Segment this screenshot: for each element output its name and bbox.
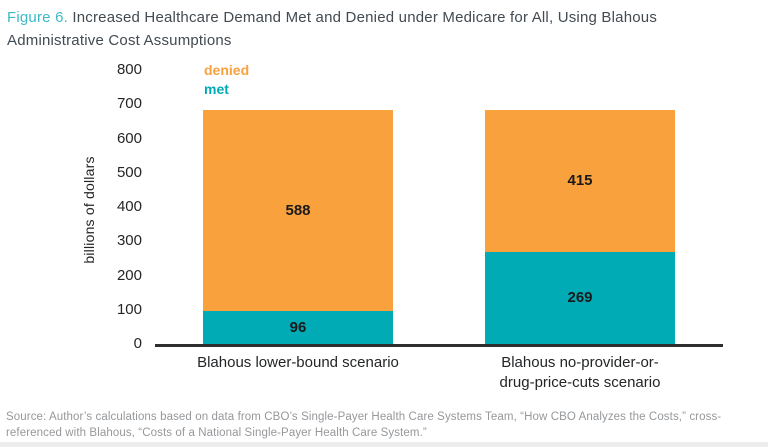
figure-title-line1: Figure 6. Increased Healthcare Demand Me… bbox=[7, 6, 657, 29]
y-tick-label: 500 bbox=[116, 163, 142, 181]
source-note: Source: Author’s calculations based on d… bbox=[6, 409, 721, 441]
met-value-label: 96 bbox=[289, 319, 307, 337]
bottom-strip bbox=[0, 442, 768, 447]
met-value-label: 269 bbox=[567, 289, 593, 307]
denied-segment: 588 bbox=[203, 109, 393, 312]
y-tick-label: 200 bbox=[116, 266, 142, 284]
chart-legend: denied met bbox=[204, 61, 249, 99]
figure-number-label: Figure 6. bbox=[7, 9, 68, 26]
figure-title: Figure 6. Increased Healthcare Demand Me… bbox=[7, 6, 657, 52]
y-tick-label: 800 bbox=[116, 61, 142, 78]
source-line2: referenced with Blahous, “Costs of a Nat… bbox=[6, 427, 427, 439]
legend-item-denied: denied bbox=[204, 62, 250, 78]
y-tick-label: 700 bbox=[116, 95, 142, 113]
met-segment: 96 bbox=[203, 311, 393, 344]
x-category-label: Blahous lower-bound scenario bbox=[197, 354, 399, 371]
figure-title-text: Increased Healthcare Demand Met and Deni… bbox=[72, 9, 658, 26]
figure-title-line2: Administrative Cost Assumptions bbox=[7, 32, 232, 49]
y-tick-label: 300 bbox=[116, 232, 142, 250]
denied-value-label: 415 bbox=[567, 172, 593, 190]
y-tick-label: 600 bbox=[116, 129, 142, 147]
source-line1: Source: Author’s calculations based on d… bbox=[6, 411, 722, 423]
y-tick-label: 100 bbox=[116, 300, 142, 318]
x-category-label: Blahous no-provider-or- drug-price-cuts … bbox=[499, 354, 661, 391]
met-segment: 269 bbox=[485, 251, 675, 344]
denied-value-label: 588 bbox=[285, 201, 311, 219]
y-tick-label: 400 bbox=[116, 198, 142, 215]
legend-item-met: met bbox=[204, 81, 229, 97]
y-tick-label: 0 bbox=[133, 335, 142, 352]
denied-segment: 415 bbox=[485, 109, 675, 252]
x-axis-line bbox=[155, 344, 723, 347]
